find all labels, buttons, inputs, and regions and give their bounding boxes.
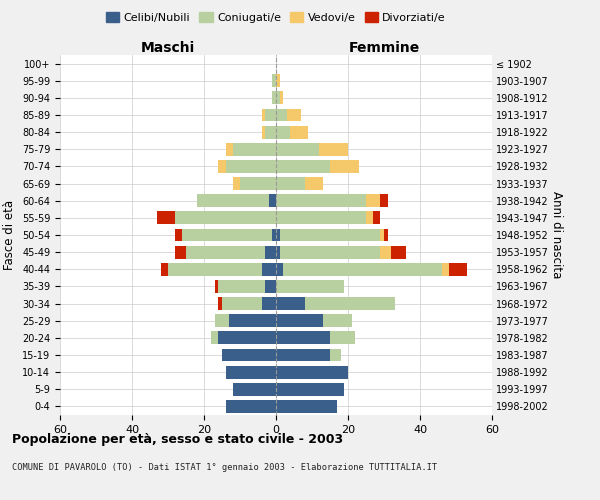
Bar (283, 263, 442, 276)
Bar (276, 160, 330, 173)
Bar (276, 143, 319, 156)
Text: Femmine: Femmine (349, 41, 419, 55)
Bar (262, 297, 276, 310)
Bar (233, 383, 276, 396)
Bar (226, 160, 276, 173)
Bar (229, 314, 276, 327)
Text: Maschi: Maschi (141, 41, 195, 55)
Bar (175, 228, 182, 241)
Bar (218, 280, 265, 293)
Text: Popolazione per età, sesso e stato civile - 2003: Popolazione per età, sesso e stato civil… (12, 432, 343, 446)
Text: COMUNE DI PAVAROLO (TO) - Dati ISTAT 1° gennaio 2003 - Elaborazione TUTTITALIA.I: COMUNE DI PAVAROLO (TO) - Dati ISTAT 1° … (12, 462, 437, 471)
Bar (319, 143, 348, 156)
Bar (272, 92, 276, 104)
Bar (175, 246, 186, 258)
Bar (366, 212, 373, 224)
Y-axis label: Fasce di età: Fasce di età (4, 200, 16, 270)
Bar (262, 263, 276, 276)
Bar (265, 108, 276, 122)
Bar (211, 332, 218, 344)
Bar (276, 263, 283, 276)
Bar (287, 108, 301, 122)
Bar (280, 228, 380, 241)
Bar (218, 297, 222, 310)
Bar (380, 246, 391, 258)
Bar (265, 280, 276, 293)
Bar (226, 400, 276, 413)
Bar (157, 212, 175, 224)
Bar (305, 177, 323, 190)
Bar (384, 228, 388, 241)
Legend: Celibi/Nubili, Coniugati/e, Vedovi/e, Divorziati/e: Celibi/Nubili, Coniugati/e, Vedovi/e, Di… (101, 8, 451, 28)
Bar (276, 126, 290, 138)
Y-axis label: Anni di nascita: Anni di nascita (550, 192, 563, 278)
Bar (323, 314, 352, 327)
Bar (280, 246, 380, 258)
Bar (380, 228, 384, 241)
Bar (233, 177, 240, 190)
Bar (276, 280, 344, 293)
Bar (366, 194, 380, 207)
Bar (380, 194, 388, 207)
Bar (276, 212, 366, 224)
Bar (262, 126, 265, 138)
Bar (442, 263, 449, 276)
Bar (168, 263, 262, 276)
Bar (222, 348, 276, 362)
Bar (218, 160, 226, 173)
Bar (330, 348, 341, 362)
Bar (276, 74, 280, 87)
Bar (197, 194, 269, 207)
Bar (330, 332, 355, 344)
Bar (269, 194, 276, 207)
Bar (226, 366, 276, 378)
Bar (222, 297, 262, 310)
Bar (276, 108, 287, 122)
Bar (240, 177, 276, 190)
Bar (226, 143, 233, 156)
Bar (265, 126, 276, 138)
Bar (330, 160, 359, 173)
Bar (276, 348, 330, 362)
Bar (276, 314, 323, 327)
Bar (373, 212, 380, 224)
Bar (276, 297, 305, 310)
Bar (161, 263, 168, 276)
Bar (305, 297, 395, 310)
Bar (449, 263, 467, 276)
Bar (276, 246, 280, 258)
Bar (276, 400, 337, 413)
Bar (233, 143, 276, 156)
Bar (272, 74, 276, 87)
Bar (276, 92, 280, 104)
Bar (276, 383, 344, 396)
Bar (276, 332, 330, 344)
Bar (276, 194, 366, 207)
Bar (215, 314, 229, 327)
Bar (262, 108, 265, 122)
Bar (175, 212, 276, 224)
Bar (290, 126, 308, 138)
Bar (265, 246, 276, 258)
Bar (280, 92, 283, 104)
Bar (218, 332, 276, 344)
Bar (272, 228, 276, 241)
Bar (276, 366, 348, 378)
Bar (182, 228, 272, 241)
Bar (276, 177, 305, 190)
Bar (186, 246, 265, 258)
Bar (276, 228, 280, 241)
Bar (215, 280, 218, 293)
Bar (391, 246, 406, 258)
